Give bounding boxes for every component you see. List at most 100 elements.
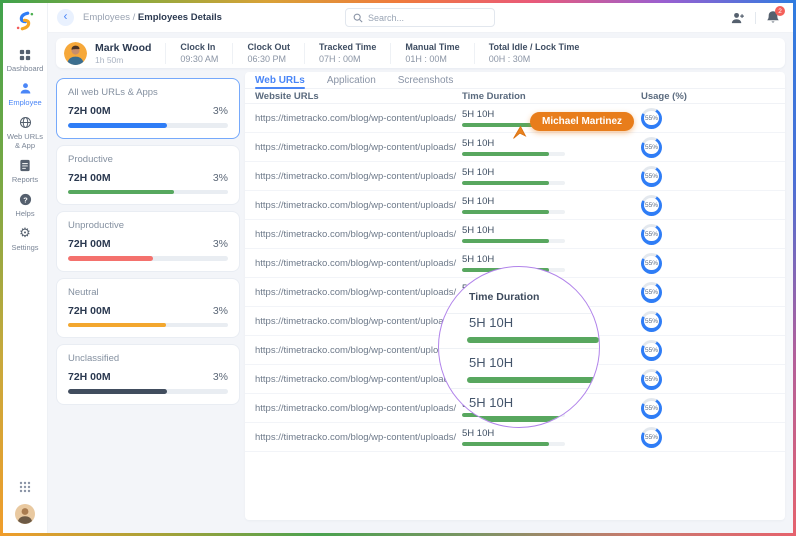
category-bar-fill [68,123,168,128]
row-duration-cell: 5H 10H [462,428,565,446]
row-duration: 5H 10H [462,254,495,265]
row-url: https://timetracko.com/blog/wp-content/u… [255,170,457,182]
app-logo-icon[interactable] [12,8,38,34]
usage-ring: 55% [641,252,662,274]
row-url: https://timetracko.com/blog/wp-content/u… [255,141,457,153]
category-progress-track [68,256,228,261]
stat-label: Clock In [180,42,216,52]
category-card[interactable]: Productive 72H 00M 3% [56,144,240,205]
stat-value: 01H : 00M [405,54,447,64]
lens-duration-bar [467,416,599,422]
tab-screenshots[interactable]: Screenshots [397,74,454,86]
employee-header-card: Mark Wood 1h 50m Clock In 09:30 AM Clock… [56,38,785,68]
back-button[interactable]: ‹ [57,9,74,26]
table-row: https://timetracko.com/blog/wp-content/u… [245,133,785,162]
row-duration: 5H 10H [462,225,495,236]
stat-value: 00H : 30M [488,54,531,64]
category-progress-track [68,389,228,394]
row-duration-fill [462,152,549,156]
sidebar-item-label: Reports [11,175,39,184]
lens-duration: 5H 10H [469,355,514,370]
usage-ring: 55% [641,310,662,332]
sidebar-nav: Dashboard Employee Web URLs & App [3,40,47,252]
lens-duration-bar [467,337,599,343]
category-card[interactable]: Unproductive 72H 00M 3% [56,211,240,272]
magnifier-lens: Time Duration 5H 10H 5H 10H 5H 10H [438,266,600,428]
sidebar-item-web-urls[interactable]: Web URLs & App [3,116,47,150]
usage-value: 55% [644,259,658,267]
sidebar-item-reports[interactable]: Reports [3,159,47,184]
tab-web-urls[interactable]: Web URLs [255,72,305,89]
stat-label: Manual Time [405,42,460,52]
notification-badge: 2 [775,6,785,16]
sidebar-item-label: Web URLs & App [6,132,44,150]
row-duration: 5H 10H [462,109,495,120]
category-card[interactable]: Unclassified 72H 00M 3% [56,344,240,405]
sidebar-item-helps[interactable]: ? Helps [3,193,47,218]
breadcrumb-prefix[interactable]: Employees / [83,12,136,23]
usage-value: 55% [644,114,658,122]
table-row: https://timetracko.com/blog/wp-content/u… [245,423,785,452]
usage-value: 55% [644,375,658,383]
table-row: https://timetracko.com/blog/wp-content/u… [245,220,785,249]
row-duration-cell: 5H 10H [462,109,565,127]
category-values: 72H 00M 3% [68,172,228,184]
usage-ring: 55% [641,223,662,245]
row-duration-cell: 5H 10H [462,167,565,185]
notifications-bell-icon[interactable]: 2 [766,6,785,25]
category-card[interactable]: Neutral 72H 00M 3% [56,277,240,338]
row-duration-fill [462,181,549,185]
row-url: https://timetracko.com/blog/wp-content/u… [255,112,457,124]
stat-clock-in: Clock In 09:30 AM [165,42,232,64]
tab-application[interactable]: Application [326,74,376,86]
lens-duration: 5H 10H [469,315,514,330]
category-time: 72H 00M [68,171,111,184]
apps-grid-icon[interactable] [19,481,31,493]
sidebar-item-settings[interactable]: ⚙ Settings [3,227,47,252]
stat-label: Tracked Time [318,42,377,52]
lens-header: Time Duration [469,291,540,303]
category-percent: 3% [212,371,228,383]
sidebar-item-label: Dashboard [6,64,44,73]
usage-value: 55% [644,433,658,441]
lens-duration-bar [467,377,599,383]
lens-separator [439,348,599,349]
column-time-duration: Time Duration [462,90,526,102]
category-time: 72H 00M [68,238,111,250]
breadcrumb-current: Employees Details [137,12,222,23]
search-input[interactable] [368,12,487,23]
stat-tracked-time: Tracked Time 07H : 00M [303,42,390,64]
sidebar-item-dashboard[interactable]: Dashboard [3,49,47,73]
lens-separator [439,313,599,314]
row-duration: 5H 10H [462,138,495,149]
column-usage: Usage (%) [641,90,687,102]
category-label: Unclassified [68,353,120,364]
frame-border-left [0,0,3,536]
category-percent: 3% [212,238,228,250]
usage-ring: 55% [641,397,662,419]
sidebar-item-label: Settings [11,243,39,252]
sidebar-item-employee[interactable]: Employee [3,82,47,107]
usage-value: 55% [644,230,658,238]
row-url: https://timetracko.com/blog/wp-content/u… [255,373,457,385]
table-row: https://timetracko.com/blog/wp-content/u… [245,104,785,133]
row-duration: 5H 10H [462,428,495,439]
category-progress-track [68,189,228,194]
category-values: 72H 00M 3% [68,238,228,250]
category-values: 72H 00M 3% [68,371,228,383]
category-label: Productive [68,153,113,165]
user-avatar[interactable] [15,504,35,524]
usage-value: 55% [644,172,658,180]
row-duration-track [462,152,565,156]
row-url: https://timetracko.com/blog/wp-content/u… [255,286,457,298]
row-url: https://timetracko.com/blog/wp-content/u… [255,199,457,211]
globe-icon [19,116,32,129]
category-time: 72H 00M [68,105,111,117]
row-duration-fill [462,442,549,446]
row-duration: 5H 10H [462,196,495,207]
add-user-icon[interactable] [730,11,745,25]
category-card[interactable]: All web URLs & Apps 72H 00M 3% [56,78,240,139]
table-row: https://timetracko.com/blog/wp-content/u… [245,162,785,191]
stat-value: 06:30 PM [247,54,286,64]
row-duration-cell: 5H 10H [462,138,565,156]
